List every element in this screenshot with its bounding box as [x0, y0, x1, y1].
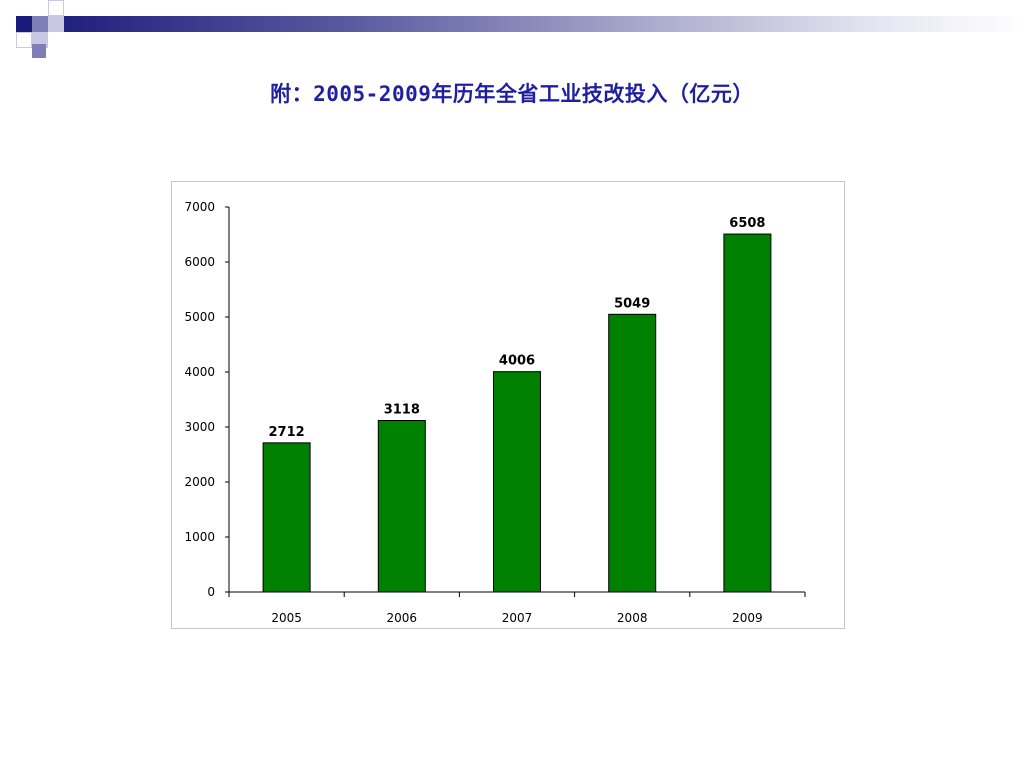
- bar-2009: [723, 233, 772, 593]
- decor-square-outline: [16, 32, 32, 48]
- data-label-2009: 6508: [729, 216, 765, 231]
- y-tick-label: 5000: [184, 310, 215, 324]
- y-tick-label: 1000: [184, 530, 215, 544]
- decor-square-dark: [16, 16, 32, 32]
- x-tick-label-2005: 2005: [271, 611, 302, 625]
- y-tick-label: 3000: [184, 420, 215, 434]
- decor-square-light: [48, 16, 64, 32]
- y-tick-label: 4000: [184, 365, 215, 379]
- bar-2008: [608, 313, 657, 593]
- x-tick-label-2009: 2009: [732, 611, 763, 625]
- bar-chart: 0 1000 2000 3000 4000 5000 6000 7000 2712 2005 311…: [184, 200, 806, 625]
- decor-square-outline: [48, 0, 64, 16]
- decor-square-mid: [32, 16, 48, 32]
- y-tick-label: 6000: [184, 255, 215, 269]
- data-label-2007: 4006: [499, 354, 535, 369]
- data-label-2008: 5049: [614, 296, 650, 311]
- bar-2006: [377, 420, 426, 593]
- y-tick-label: 0: [207, 585, 215, 599]
- slide-title: 附：2005-2009年历年全省工业技改投入（亿元）: [270, 82, 754, 106]
- chart-container: 0 1000 2000 3000 4000 5000 6000 7000 2712 2005 311…: [171, 181, 845, 629]
- data-label-2005: 2712: [269, 425, 305, 440]
- y-tick-label: 2000: [184, 475, 215, 489]
- bar-2007: [493, 371, 541, 593]
- data-label-2006: 3118: [384, 403, 420, 418]
- x-tick-label-2007: 2007: [502, 611, 533, 625]
- bar-2005: [262, 442, 311, 593]
- y-tick-label: 7000: [184, 200, 215, 214]
- decor-gradient-bar: [64, 16, 1024, 32]
- x-tick-label-2006: 2006: [387, 611, 418, 625]
- decor-square-mid: [32, 44, 46, 58]
- x-tick-label-2008: 2008: [617, 611, 648, 625]
